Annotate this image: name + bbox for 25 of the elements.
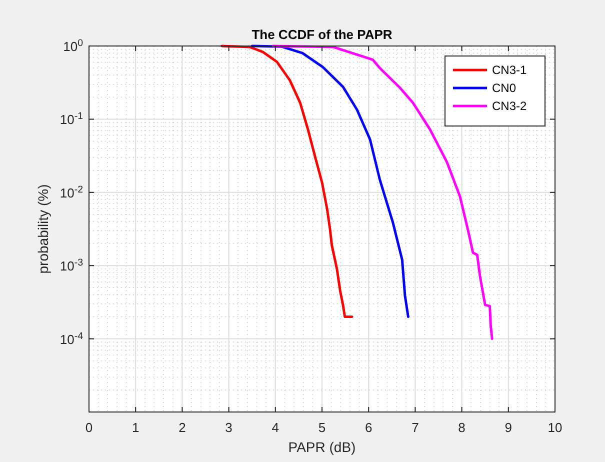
x-tick-label: 0 (85, 420, 93, 435)
x-tick-label: 6 (364, 420, 372, 435)
x-tick-label: 8 (458, 420, 466, 435)
x-tick-label: 5 (318, 420, 326, 435)
y-tick-label: 10$^{0}$ (63, 38, 84, 54)
x-tick-label: 9 (504, 420, 512, 435)
y-tick-label: 10$^{-4}$ (60, 330, 84, 347)
legend-label: CN3-1 (492, 63, 527, 77)
legend-label: CN0 (492, 81, 516, 95)
y-tick-label: 10$^{-2}$ (60, 184, 83, 200)
y-tick-label: 10$^{-3}$ (60, 257, 83, 274)
y-axis-title: probability (%) (35, 184, 51, 274)
x-tick-label: 1 (132, 420, 140, 435)
x-tick-label: 2 (178, 420, 186, 435)
line-series (272, 44, 494, 340)
chart-title: The CCDF of the PAPR (252, 27, 393, 42)
y-tick-label: 10$^{-1}$ (60, 110, 83, 128)
x-tick-label: 7 (412, 420, 419, 435)
x-axis-title: PAPR (dB) (288, 439, 356, 455)
x-tick-label: 4 (272, 420, 280, 435)
legend-label: CN3-2 (492, 99, 527, 113)
x-tick-label: 10 (548, 420, 562, 435)
line-series (250, 44, 410, 318)
x-tick-label: 3 (225, 420, 232, 435)
line-series (220, 44, 354, 318)
